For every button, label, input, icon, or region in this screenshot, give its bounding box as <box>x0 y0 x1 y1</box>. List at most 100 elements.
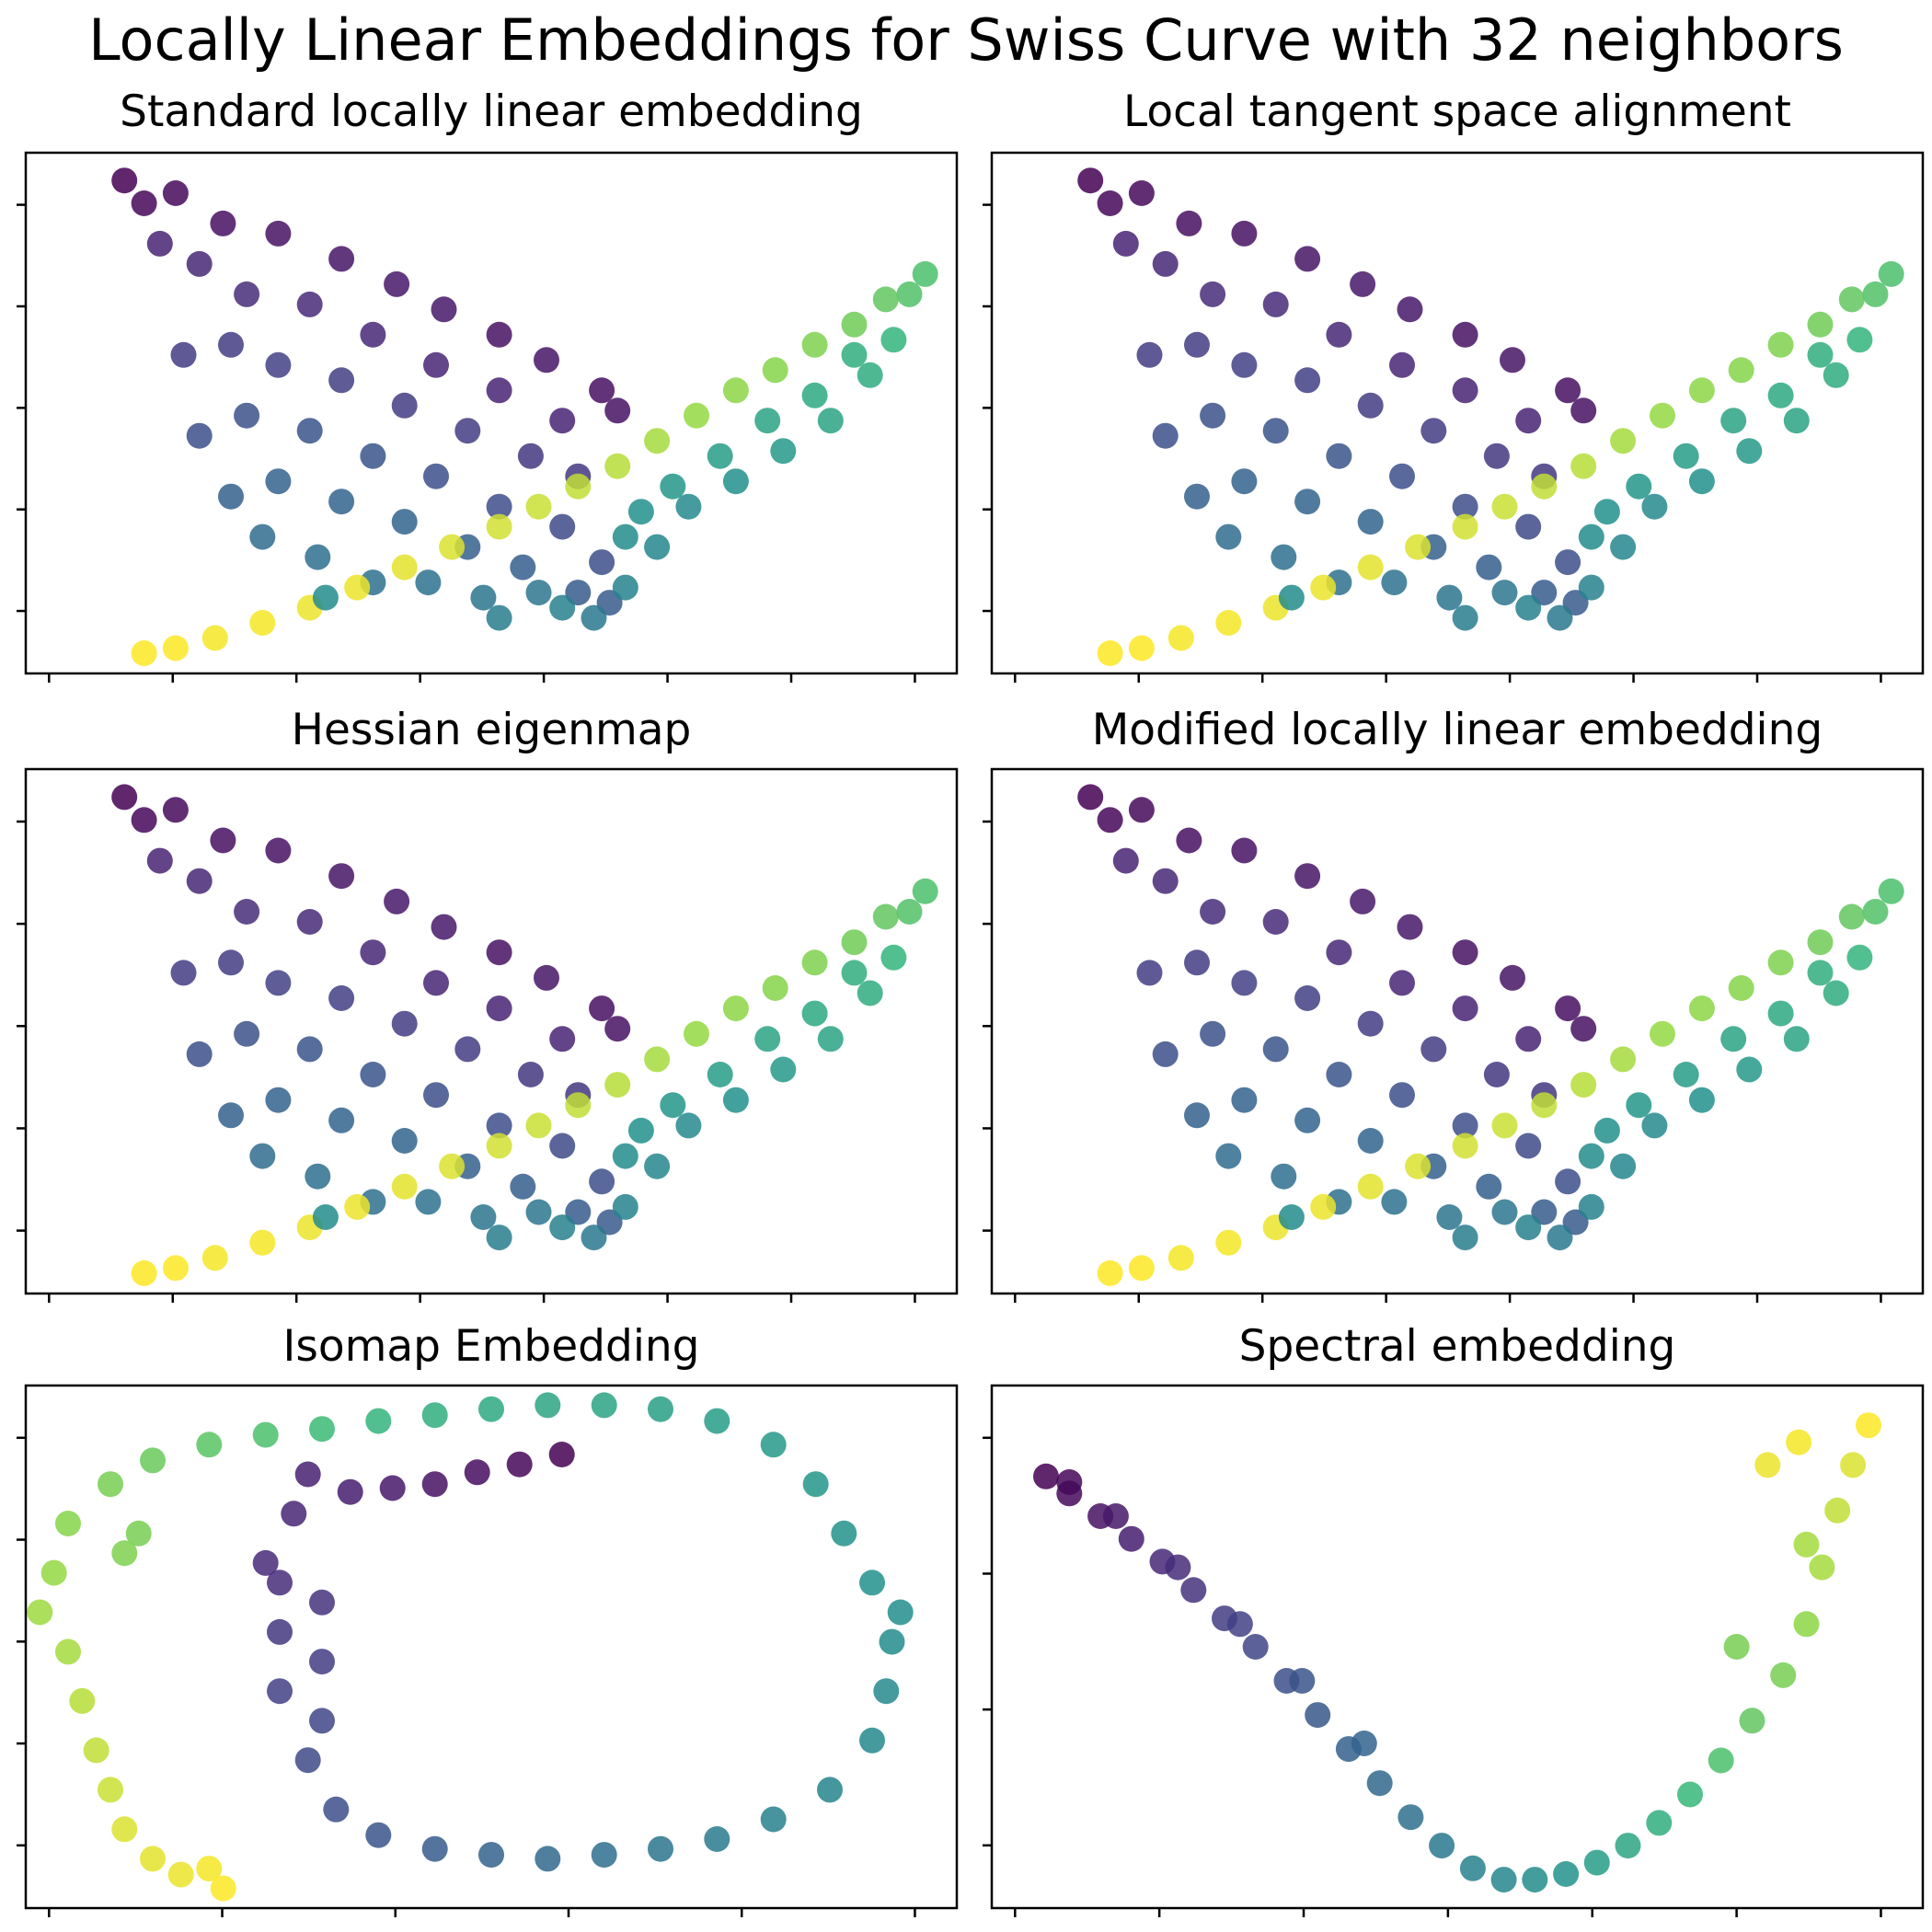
scatter-point <box>186 422 213 449</box>
scatter-point <box>309 1649 335 1675</box>
scatter-point <box>1097 807 1123 834</box>
scatter-point <box>186 1041 213 1067</box>
scatter-point <box>1033 1463 1059 1489</box>
scatter-point <box>1136 341 1163 368</box>
scatter-point <box>589 995 615 1022</box>
scatter-point <box>1823 980 1849 1006</box>
scatter-point <box>1215 610 1242 636</box>
scatter-point <box>802 1471 829 1498</box>
scatter-point <box>1459 1855 1486 1881</box>
scatter-point <box>186 250 213 277</box>
scatter-point <box>704 1408 730 1434</box>
scatter-point <box>162 1255 189 1282</box>
scatter-point <box>1118 1525 1144 1552</box>
scatter-point <box>162 635 189 661</box>
subplot-5 <box>983 1384 1925 1917</box>
scatter-point <box>1476 1173 1502 1200</box>
scatter-point <box>1405 1153 1432 1179</box>
scatter-point <box>267 1678 293 1705</box>
scatter-point <box>470 1204 497 1230</box>
scatter-point <box>1770 1662 1797 1688</box>
scatter-point <box>1767 331 1794 358</box>
scatter-point <box>1112 847 1139 874</box>
scatter-point <box>896 899 923 925</box>
scatter-point <box>1570 397 1597 424</box>
scatter-point <box>1389 463 1415 489</box>
scatter-point <box>1097 640 1123 666</box>
subplot-1 <box>983 151 1925 683</box>
scatter-point <box>859 1727 885 1754</box>
scatter-point <box>762 975 788 1001</box>
subplot-title-spectral: Spectral embedding <box>1238 1321 1676 1372</box>
scatter-point <box>589 549 615 576</box>
scatter-point <box>1128 180 1155 206</box>
scatter-point <box>535 1392 561 1419</box>
scatter-point <box>612 1193 638 1220</box>
scatter-point <box>510 554 536 581</box>
scatter-point <box>201 1245 228 1271</box>
scatter-point <box>1077 784 1104 811</box>
scatter-point <box>534 347 559 374</box>
scatter-point <box>140 1846 166 1872</box>
scatter-point <box>1452 377 1478 404</box>
scatter-point <box>1720 408 1747 434</box>
scatter-point <box>439 534 466 560</box>
scatter-point <box>1357 1173 1384 1200</box>
scatter-point <box>1351 1731 1377 1756</box>
scatter-point <box>196 1432 223 1458</box>
scatter-point <box>1555 377 1581 404</box>
scatter-point <box>1310 1193 1337 1220</box>
scatter-point <box>1097 190 1123 216</box>
scatter-point <box>111 1816 138 1843</box>
scatter-point <box>1310 574 1337 601</box>
scatter-point <box>857 980 883 1006</box>
scatter-point <box>162 797 189 823</box>
scatter-point <box>1452 493 1478 520</box>
scatter-point <box>391 1010 418 1037</box>
scatter-point <box>415 1189 442 1215</box>
scatter-point <box>98 1471 123 1498</box>
scatter-point <box>1783 408 1810 434</box>
scatter-point <box>1515 594 1542 621</box>
scatter-point <box>1200 402 1226 429</box>
scatter-point <box>762 357 788 384</box>
scatter-point <box>1242 1634 1269 1660</box>
scatter-point <box>549 594 576 621</box>
scatter-point <box>1357 554 1384 581</box>
axes-frame <box>990 151 1925 675</box>
scatter-point <box>1200 281 1226 307</box>
scatter-point <box>210 210 236 236</box>
scatter-point <box>1840 1452 1867 1478</box>
scatter-point <box>534 964 559 991</box>
scatter-point <box>40 1559 67 1586</box>
scatter-point <box>360 939 386 966</box>
scatter-point <box>1650 1020 1675 1047</box>
scatter-point <box>612 574 638 601</box>
scatter-point <box>1128 635 1155 661</box>
scatter-point <box>83 1737 109 1764</box>
scatter-point <box>859 1570 885 1596</box>
scatter-point <box>648 1835 673 1862</box>
subplot-3 <box>983 767 1925 1303</box>
scatter-point <box>1381 1189 1408 1215</box>
scatter-point <box>234 281 260 307</box>
scatter-point <box>1491 1199 1518 1225</box>
scatter-point <box>1593 1117 1620 1144</box>
scatter-point <box>525 580 552 606</box>
scatter-point <box>1294 367 1321 394</box>
scatter-point <box>1823 362 1849 388</box>
scatter-point <box>328 863 355 890</box>
scatter-point <box>391 392 418 419</box>
scatter-point <box>1102 1503 1129 1529</box>
scatter-point <box>1136 960 1163 986</box>
scatter-point <box>1112 230 1139 257</box>
scatter-point <box>1673 443 1699 469</box>
scatter-point <box>415 569 442 596</box>
scatter-point <box>896 281 923 307</box>
scatter-point <box>1578 1143 1604 1169</box>
scatter-point <box>249 1143 276 1169</box>
scatter-point <box>648 1396 673 1422</box>
scatter-point <box>323 1796 350 1823</box>
scatter-point <box>486 1133 512 1159</box>
